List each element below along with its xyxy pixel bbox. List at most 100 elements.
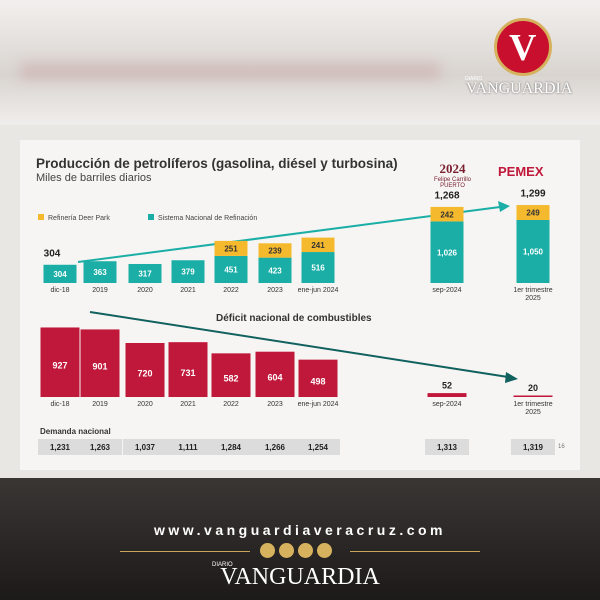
pemex-logo: PEMEX <box>498 164 544 179</box>
icon[interactable] <box>317 543 332 558</box>
blur <box>20 62 440 80</box>
trend-arrow <box>89 311 509 378</box>
legend-swatch <box>38 214 44 220</box>
total-label: 304 <box>44 248 61 259</box>
bar-segment <box>430 221 464 283</box>
value-label: 582 <box>223 374 238 384</box>
x-tick-label: ene-jun 2024 <box>297 401 339 408</box>
bar-segment <box>83 261 117 283</box>
legend-label: Sistema Nacional de Refinación <box>158 215 257 222</box>
page-number: 16 <box>558 444 565 450</box>
footer: www.vanguardiaveracruz.com DIARIO VANGUA… <box>0 478 600 600</box>
x-tick-label: 2019 <box>92 287 108 294</box>
value-label: 423 <box>268 266 282 275</box>
x-tick-label: 2020 <box>137 287 153 294</box>
x-tick-label: 1er trimestre 2025 <box>513 287 553 302</box>
bar-segment <box>171 260 205 283</box>
x-tick-label: 2023 <box>267 401 283 408</box>
value-label: 1,050 <box>523 248 544 257</box>
x-tick-label: dic-18 <box>50 287 70 294</box>
bar <box>211 353 251 397</box>
bar-segment <box>128 263 162 283</box>
bar <box>80 329 120 397</box>
logo-text: VANGUARDIA <box>466 80 573 97</box>
footer-url: www.vanguardiaveracruz.com <box>154 522 446 538</box>
value-label: 363 <box>93 268 107 277</box>
table-cell: 1,313 <box>425 439 469 455</box>
bar <box>298 359 338 397</box>
icon[interactable] <box>279 543 294 558</box>
bar-segment <box>516 205 550 220</box>
footer-small: DIARIO <box>212 562 233 568</box>
x-tick-label: sep-2024 <box>432 287 462 294</box>
legend-swatch <box>148 214 154 220</box>
value-label: 604 <box>267 373 282 383</box>
rule <box>350 551 480 552</box>
value-label: 720 <box>137 368 152 378</box>
value-label: 52 <box>442 380 452 390</box>
footer-brand: VANGUARDIA <box>220 564 380 590</box>
x-tick-label: 2021 <box>180 401 196 408</box>
value-label: 731 <box>180 368 195 378</box>
x-tick-label: sep-2024 <box>432 401 462 408</box>
value-label: 20 <box>528 383 538 393</box>
bar-segment <box>214 240 248 256</box>
table-cell: 1,319 <box>511 439 555 455</box>
value-label: 516 <box>311 264 325 273</box>
bar <box>255 351 295 397</box>
bar <box>40 327 80 397</box>
arrowhead <box>498 201 510 212</box>
table-label: Demanda nacional <box>40 427 111 436</box>
value-label: 498 <box>310 377 325 387</box>
x-tick-label: dic-18 <box>50 401 70 408</box>
value-label: 1,026 <box>437 248 458 257</box>
icon[interactable] <box>260 543 275 558</box>
x-tick-label: ene-jun 2024 <box>297 287 339 294</box>
logo-v: V <box>509 27 537 69</box>
rule <box>120 551 250 552</box>
table-cell: 1,266 <box>253 439 297 455</box>
table-cell: 1,254 <box>296 439 340 455</box>
value-label: 927 <box>52 361 67 371</box>
bar-segment <box>516 220 550 283</box>
x-tick-label: 2023 <box>267 287 283 294</box>
logo-small: DIARIO <box>465 76 483 82</box>
x-tick-label: 2022 <box>223 401 239 408</box>
bar-segment <box>214 255 248 283</box>
value-label: 379 <box>181 268 195 277</box>
bar-segment <box>301 252 335 283</box>
value-label: 317 <box>138 270 152 279</box>
total-label: 1,268 <box>434 191 459 202</box>
x-tick-label: 2019 <box>92 401 108 408</box>
icon[interactable] <box>298 543 313 558</box>
logo-icon: V <box>494 18 552 76</box>
bar-segment <box>430 206 464 222</box>
trend-arrow <box>77 206 501 263</box>
value-label: 239 <box>268 247 282 256</box>
bar <box>168 342 208 397</box>
gov-year: 2024 <box>439 161 466 176</box>
x-tick-label: 1er trimestre 2025 <box>513 401 553 416</box>
bar <box>427 393 467 397</box>
total-label: 1,299 <box>520 189 545 200</box>
x-tick-label: 2022 <box>223 287 239 294</box>
gov-badge: 2024 Felipe Carrillo PUERTO <box>425 161 480 189</box>
value-label: 251 <box>224 245 238 254</box>
bar <box>513 395 553 397</box>
value-label: 241 <box>311 241 325 250</box>
value-label: 901 <box>92 362 107 372</box>
value-label: 249 <box>526 209 540 218</box>
table-cell: 1,263 <box>78 439 122 455</box>
arrowhead <box>505 372 518 383</box>
value-label: 242 <box>440 210 454 219</box>
gov-name: Felipe Carrillo PUERTO <box>433 177 471 189</box>
bar-segment <box>258 257 292 283</box>
table-cell: 1,037 <box>123 439 167 455</box>
bar-segment <box>258 243 292 258</box>
bar <box>125 343 165 397</box>
value-label: 304 <box>53 270 67 279</box>
chart-title: Producción de petrolíferos (gasolina, di… <box>36 156 398 171</box>
chart-panel <box>20 140 580 470</box>
